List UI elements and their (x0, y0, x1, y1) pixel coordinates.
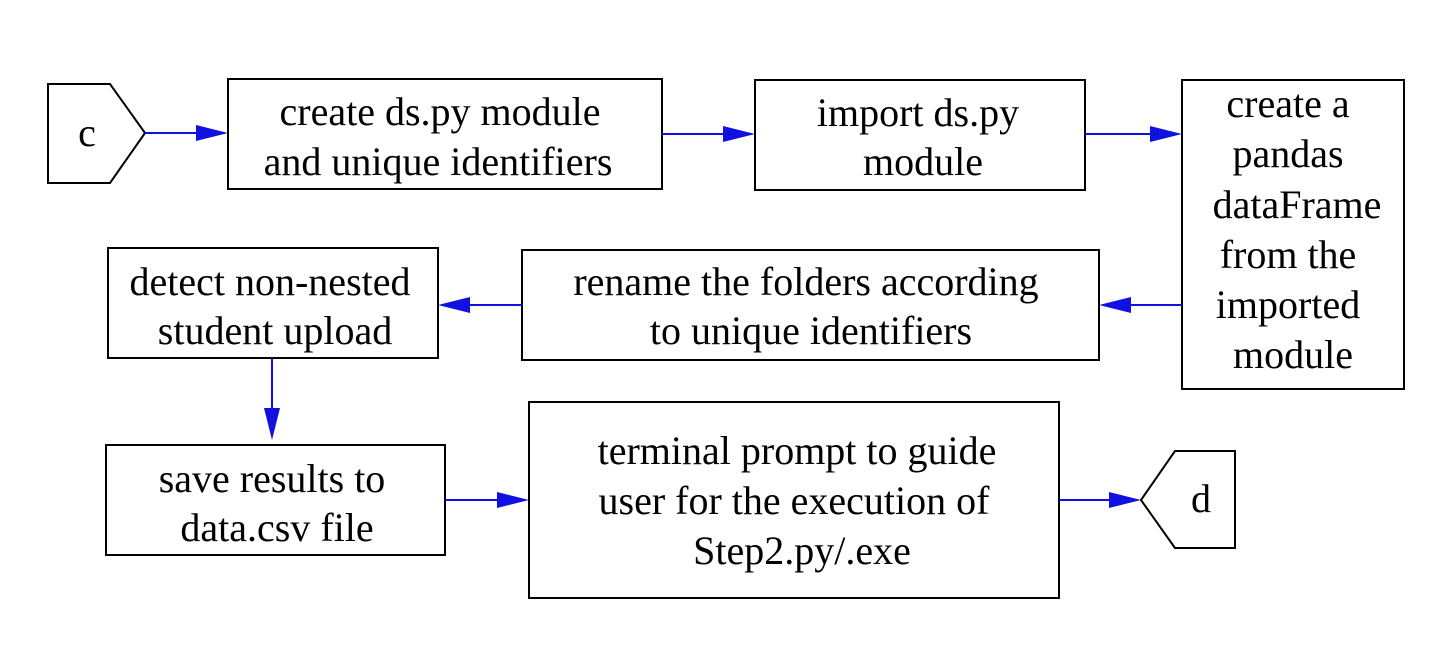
svg-text:rename the folders according: rename the folders according to unique i… (573, 259, 1048, 353)
step-terminal-prompt-line: Step2.py/.exe (693, 528, 911, 573)
step-detect-upload: detect non-nested student upload (107, 247, 439, 359)
svg-text:import ds.py module: import ds.py module (817, 90, 1029, 184)
svg-text:detect non-nested studen: detect non-nested student upload (130, 259, 421, 353)
svg-text:create a pandas da: create a pandas dataFrame from the impor… (1213, 81, 1392, 377)
arrow-create-to-import (662, 126, 755, 142)
connector-c-label: c (78, 110, 96, 155)
step-create-dataframe-line: from the (1220, 232, 1357, 277)
svg-text:save results to data.csv: save results to data.csv file (159, 456, 396, 550)
step-detect-upload-line: detect non-nested (130, 259, 411, 304)
step-import-module-line: import ds.py (817, 90, 1019, 135)
step-create-dataframe-line: create a (1226, 81, 1349, 126)
step-rename-folders-line: rename the folders according (573, 259, 1038, 304)
connector-c: c (47, 83, 147, 184)
step-create-dataframe-line: pandas (1232, 131, 1343, 176)
arrow-rename-to-detect (438, 297, 522, 313)
svg-text:terminal prompt to guide: terminal prompt to guide user for the ex… (598, 428, 1007, 573)
step-import-module-line: module (863, 139, 983, 184)
arrow-detect-to-save (264, 358, 280, 440)
step-create-module-line: create ds.py module (280, 89, 601, 134)
connector-d-label: d (1191, 476, 1211, 521)
step-create-module: create ds.py module and unique identifie… (227, 78, 663, 190)
step-terminal-prompt-line: user for the execution of (599, 478, 991, 523)
step-terminal-prompt: terminal prompt to guide user for the ex… (528, 401, 1060, 599)
arrow-save-to-terminal (445, 492, 529, 508)
step-create-dataframe-line: dataFrame (1213, 182, 1382, 227)
arrow-import-to-dataframe (1085, 126, 1182, 142)
svg-text:create ds.py module and: create ds.py module and unique identifie… (264, 89, 613, 184)
step-save-results-line: save results to (159, 456, 386, 501)
step-save-results-line: data.csv file (180, 505, 373, 550)
step-create-dataframe-line: module (1233, 332, 1353, 377)
step-create-dataframe: create a pandas dataFrame from the impor… (1181, 79, 1405, 390)
connector-d: d (1139, 450, 1236, 549)
step-detect-upload-line: student upload (158, 308, 392, 353)
arrow-terminal-to-d (1059, 492, 1141, 508)
step-rename-folders-line: to unique identifiers (650, 308, 972, 353)
step-create-dataframe-line: imported (1216, 282, 1360, 327)
step-save-results: save results to data.csv file (105, 444, 446, 556)
step-create-module-line: and unique identifiers (264, 139, 613, 184)
step-import-module: import ds.py module (754, 79, 1086, 191)
step-rename-folders: rename the folders according to unique i… (521, 249, 1100, 361)
arrow-c-to-create-module (145, 125, 228, 141)
arrow-dataframe-to-rename (1099, 297, 1182, 313)
step-terminal-prompt-line: terminal prompt to guide (598, 428, 997, 473)
